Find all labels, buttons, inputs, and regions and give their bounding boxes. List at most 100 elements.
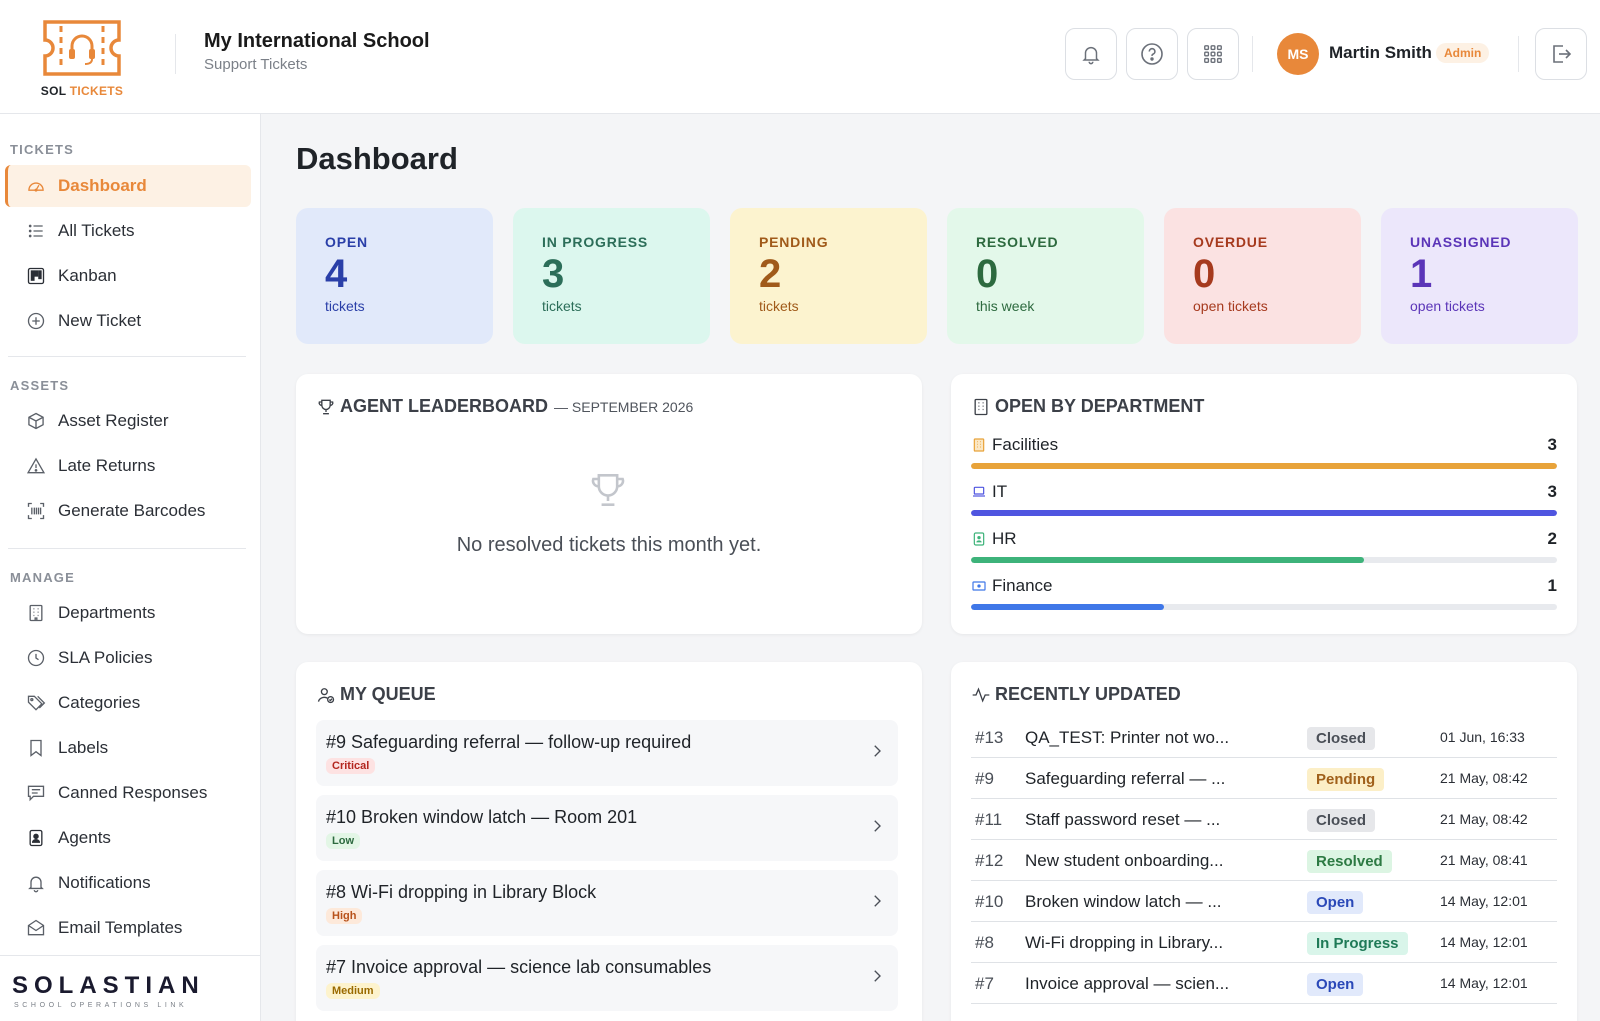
table-row[interactable]: #12 New student onboarding... Resolved 21 M…	[971, 840, 1557, 881]
table-row[interactable]: #8 Wi-Fi dropping in Library... In Progres…	[971, 922, 1557, 963]
stat-card-in-progress[interactable]: IN PROGRESS 3 tickets	[513, 208, 710, 344]
sidebar-item-all-tickets[interactable]: All Tickets	[5, 210, 251, 252]
stat-subtext: open tickets	[1193, 298, 1268, 314]
status-badge: Closed	[1307, 809, 1376, 832]
sidebar-item-kanban[interactable]: Kanban	[5, 255, 251, 297]
ticket-title: QA_TEST: Printer not wo...	[1025, 728, 1230, 747]
sidebar-item-departments[interactable]: Departments	[5, 592, 251, 634]
stat-label: OVERDUE	[1193, 234, 1268, 250]
sidebar-item-agents[interactable]: Agents	[5, 817, 251, 859]
sidebar-item-label: Generate Barcodes	[58, 501, 206, 520]
sidebar: TICKETS Dashboard All Tickets Kanban New…	[0, 114, 261, 1021]
section-label-manage: MANAGE	[10, 570, 75, 585]
laptop-icon	[973, 486, 985, 497]
sidebar-item-email-templates[interactable]: Email Templates	[5, 907, 251, 949]
sidebar-item-labels[interactable]: Labels	[5, 727, 251, 769]
recently-updated-panel: RECENTLY UPDATED #13 QA_TEST: Printer not…	[951, 662, 1577, 1021]
department-row[interactable]: Finance 1	[971, 576, 1557, 610]
logout-button[interactable]	[1535, 28, 1587, 80]
apps-grid-icon	[1204, 45, 1222, 63]
department-bar-track	[971, 510, 1557, 516]
department-header: Finance 1	[971, 576, 1557, 596]
table-row[interactable]: #11 Staff password reset — ... Closed 21 Ma…	[971, 799, 1557, 840]
department-row[interactable]: IT 3	[971, 482, 1557, 516]
avatar[interactable]: MS	[1277, 33, 1319, 75]
stat-subtext: tickets	[542, 298, 582, 314]
stat-value: 4	[325, 252, 348, 296]
sidebar-item-label: Canned Responses	[58, 783, 208, 802]
department-bar-fill	[971, 604, 1165, 610]
table-row[interactable]: #9 Safeguarding referral — ... Pending 21 M…	[971, 758, 1557, 799]
logo-accent-text: TICKETS	[69, 84, 124, 98]
priority-badge: Low	[326, 833, 360, 849]
tags-icon	[27, 695, 46, 711]
sidebar-item-dashboard[interactable]: Dashboard	[5, 165, 251, 207]
sidebar-item-late-returns[interactable]: Late Returns	[5, 445, 251, 487]
department-count: 2	[1547, 529, 1557, 548]
sidebar-item-asset-register[interactable]: Asset Register	[5, 400, 251, 442]
stat-subtext: tickets	[759, 298, 799, 314]
sidebar-footer: SOLASTIAN SCHOOL OPERATIONS LINK	[0, 955, 260, 1021]
app-logo[interactable]: SOL TICKETS	[32, 18, 132, 98]
department-header: HR 2	[971, 529, 1557, 549]
stat-card-resolved[interactable]: RESOLVED 0 this week	[947, 208, 1144, 344]
ticket-title: Wi-Fi dropping in Library...	[1025, 933, 1224, 952]
queue-item[interactable]: #10 Broken window latch — Room 201 Low	[316, 795, 898, 861]
queue-item[interactable]: #8 Wi-Fi dropping in Library Block High	[316, 870, 898, 936]
notifications-button[interactable]	[1065, 28, 1117, 80]
sidebar-item-canned-responses[interactable]: Canned Responses	[5, 772, 251, 814]
department-bar-fill	[971, 510, 1557, 516]
user-name[interactable]: Martin Smith	[1329, 43, 1432, 62]
chevron-right-icon	[874, 895, 881, 907]
logo-brand-text: SOL	[40, 84, 67, 98]
queue-item[interactable]: #7 Invoice approval — science lab consum…	[316, 945, 898, 1011]
status-badge: Pending	[1307, 768, 1385, 791]
stat-value: 2	[759, 252, 782, 296]
ticket-number: #12	[975, 851, 1004, 870]
section-label-assets: ASSETS	[10, 378, 70, 393]
building-icon	[974, 398, 988, 415]
ticket-title: New student onboarding...	[1025, 851, 1224, 870]
sidebar-item-new-ticket[interactable]: New Ticket	[5, 300, 251, 342]
sidebar-item-sla-policies[interactable]: SLA Policies	[5, 637, 251, 679]
top-header: SOL TICKETS My International School Supp…	[0, 0, 1600, 114]
stat-card-overdue[interactable]: OVERDUE 0 open tickets	[1164, 208, 1361, 344]
queue-item-title: #8 Wi-Fi dropping in Library Block	[326, 882, 597, 902]
barcode-icon	[27, 502, 45, 520]
table-row[interactable]: #7 Invoice approval — scien... Open 14 May,…	[971, 963, 1557, 1004]
stat-subtext: this week	[976, 298, 1035, 314]
table-row[interactable]: #13 QA_TEST: Printer not wo... Closed 01 Ju…	[971, 717, 1557, 758]
ticket-number: #13	[975, 728, 1004, 747]
ticket-number: #7	[975, 974, 994, 993]
sidebar-item-categories[interactable]: Categories	[5, 682, 251, 724]
sidebar-item-label: All Tickets	[58, 221, 135, 240]
sidebar-item-notifications[interactable]: Notifications	[5, 862, 251, 904]
department-bar-fill	[971, 463, 1557, 469]
page-title: Dashboard	[296, 141, 458, 176]
stat-card-unassigned[interactable]: UNASSIGNED 1 open tickets	[1381, 208, 1578, 344]
queue-item-title: #7 Invoice approval — science lab consum…	[326, 957, 712, 977]
department-row[interactable]: HR 2	[971, 529, 1557, 563]
department-count: 1	[1547, 576, 1557, 595]
ticket-number: #9	[975, 769, 994, 788]
building-icon	[29, 604, 43, 622]
department-row[interactable]: Facilities 3	[971, 435, 1557, 469]
sidebar-item-generate-barcodes[interactable]: Generate Barcodes	[5, 490, 251, 532]
status-badge: Open	[1307, 973, 1364, 996]
stat-card-pending[interactable]: PENDING 2 tickets	[730, 208, 927, 344]
queue-item[interactable]: #9 Safeguarding referral — follow-up req…	[316, 720, 898, 786]
help-icon	[1141, 43, 1163, 65]
trophy-icon	[318, 399, 334, 414]
queue-item-title: #10 Broken window latch — Room 201	[326, 807, 638, 827]
sidebar-item-label: Notifications	[58, 873, 151, 892]
help-button[interactable]	[1126, 28, 1178, 80]
department-name: IT	[992, 482, 1008, 501]
clock-icon	[27, 649, 45, 667]
header-separator	[1518, 36, 1519, 72]
activity-icon	[972, 686, 990, 703]
apps-button[interactable]	[1187, 28, 1239, 80]
table-row[interactable]: #10 Broken window latch — ... Open 14 May, …	[971, 881, 1557, 922]
ticket-number: #8	[975, 933, 994, 952]
stat-card-open[interactable]: OPEN 4 tickets	[296, 208, 493, 344]
cash-icon	[972, 581, 986, 591]
